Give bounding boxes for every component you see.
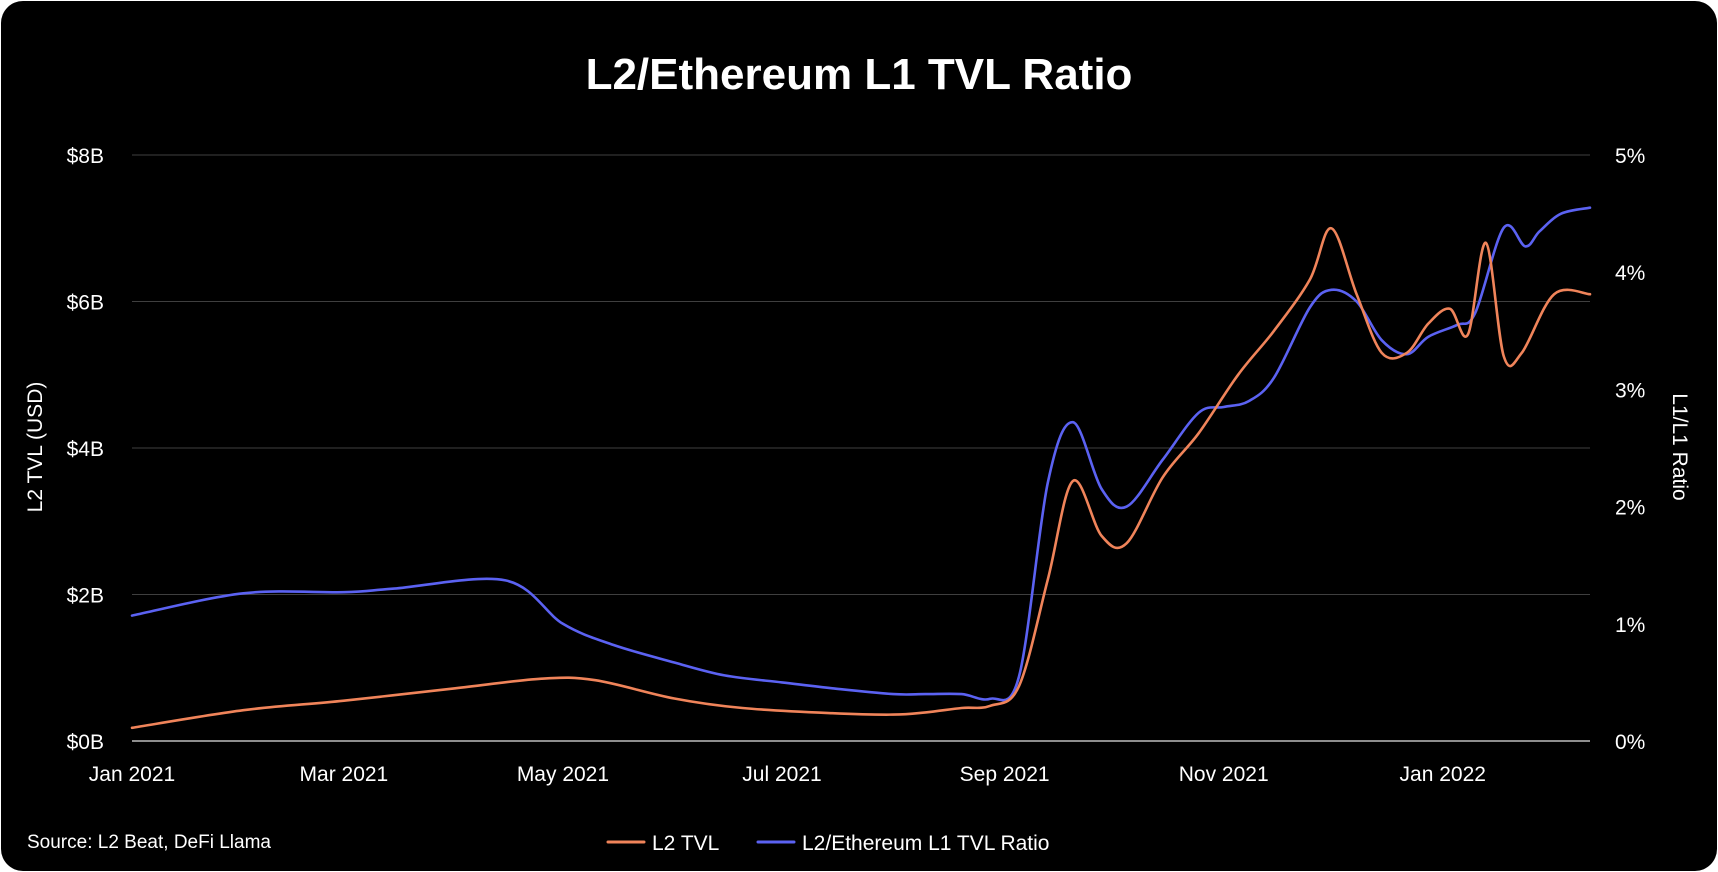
- tvl-series-line: [130, 227, 1592, 730]
- legend-label: L2 TVL: [652, 832, 719, 855]
- left-y-tick-label: $4B: [67, 438, 104, 461]
- right-y-axis-label: L1/L1 Ratio: [1668, 393, 1691, 500]
- legend-label: L2/Ethereum L1 TVL Ratio: [802, 832, 1049, 855]
- right-y-tick-label: 1%: [1615, 614, 1645, 637]
- x-tick-label: Jul 2021: [742, 763, 821, 786]
- left-y-tick-label: $8B: [67, 145, 104, 168]
- right-y-tick-label: 2%: [1615, 497, 1645, 520]
- series-lines: [130, 206, 1592, 730]
- x-tick-label: Nov 2021: [1179, 763, 1269, 786]
- source-note: Source: L2 Beat, DeFi Llama: [27, 832, 271, 853]
- gridlines: [132, 154, 1590, 742]
- x-tick-label: Mar 2021: [300, 763, 389, 786]
- x-tick-label: May 2021: [517, 763, 609, 786]
- left-y-tick-labels: $0B $2B $4B $6B $8B: [67, 145, 104, 754]
- right-y-tick-label: 0%: [1615, 731, 1645, 754]
- left-y-tick-label: $0B: [67, 731, 104, 754]
- right-y-tick-label: 5%: [1615, 145, 1645, 168]
- x-tick-labels: Jan 2021 Mar 2021 May 2021 Jul 2021 Sep 2021…: [89, 763, 1486, 786]
- right-y-tick-label: 3%: [1615, 379, 1645, 402]
- legend: L2 TVL L2/Ethereum L1 TVL Ratio: [606, 832, 1049, 855]
- x-tick-label: Sep 2021: [960, 763, 1050, 786]
- right-y-tick-label: 4%: [1615, 262, 1645, 285]
- ratio-series-line: [130, 206, 1592, 702]
- x-tick-label: Jan 2022: [1400, 763, 1486, 786]
- legend-item-ratio: L2/Ethereum L1 TVL Ratio: [756, 832, 1049, 855]
- left-y-tick-label: $2B: [67, 585, 104, 608]
- chart-title: L2/Ethereum L1 TVL Ratio: [586, 50, 1133, 99]
- x-tick-label: Jan 2021: [89, 763, 175, 786]
- legend-item-l2-tvl: L2 TVL: [606, 832, 719, 855]
- right-y-tick-labels: 0% 1% 2% 3% 4% 5%: [1615, 145, 1645, 754]
- left-y-tick-label: $6B: [67, 292, 104, 315]
- left-y-axis-label: L2 TVL (USD): [24, 382, 47, 513]
